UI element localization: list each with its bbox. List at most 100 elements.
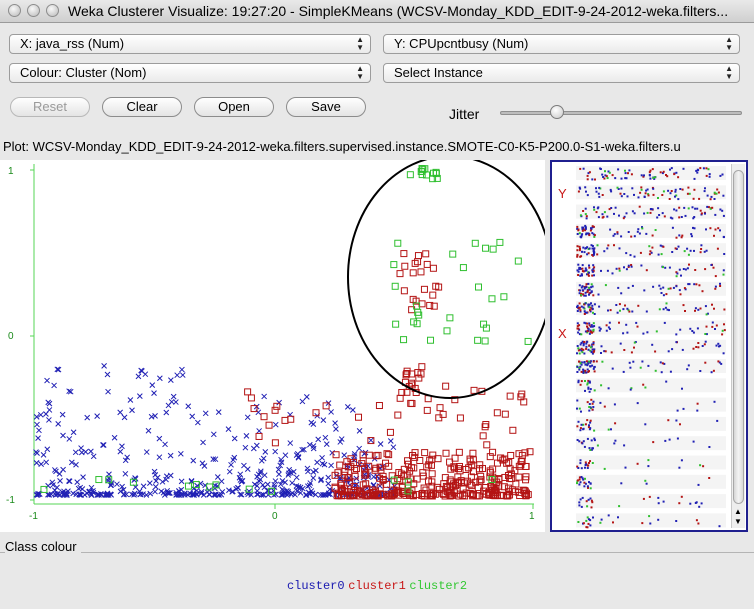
data-point-cross (44, 446, 51, 453)
minimize-window-icon[interactable] (27, 4, 40, 17)
data-point-square (247, 394, 255, 402)
attribute-bar[interactable] (576, 359, 726, 373)
colour-select[interactable]: Colour: Cluster (Nom) ▲ ▼ (9, 63, 371, 83)
zoom-window-icon[interactable] (46, 4, 59, 17)
attribute-bar-dot (644, 479, 647, 482)
attribute-bar-dot (713, 234, 715, 237)
attribute-bar[interactable] (576, 301, 726, 316)
attribute-bar-dot (589, 346, 592, 349)
attribute-bar[interactable] (576, 339, 726, 354)
data-point-cross (323, 441, 330, 447)
attribute-bar[interactable] (576, 378, 726, 393)
data-point-cross (90, 453, 97, 460)
attribute-bar-dot (669, 287, 672, 290)
attribute-bar-dot (592, 328, 595, 331)
attribute-bar-dot (591, 352, 594, 355)
x-axis-select[interactable]: X: java_rss (Num) ▲ ▼ (9, 34, 371, 54)
close-window-icon[interactable] (8, 4, 21, 17)
data-point-cross (218, 478, 225, 485)
data-point-cross (284, 488, 290, 494)
data-point-square (400, 336, 408, 344)
reset-button[interactable]: Reset (10, 97, 90, 117)
attribute-bar-dot (594, 178, 596, 181)
attribute-bar[interactable] (576, 185, 726, 200)
scroll-down-icon[interactable]: ▼ (734, 517, 742, 526)
data-point-cross (160, 489, 167, 496)
attribute-bar[interactable] (576, 436, 726, 451)
attribute-bars-panel[interactable]: Y X ▲ ▼ (550, 160, 748, 532)
data-point-square (435, 414, 443, 422)
scroll-up-icon[interactable]: ▲ (734, 507, 742, 516)
data-point-square (429, 175, 437, 183)
data-point-cross (73, 461, 79, 468)
attribute-bar[interactable] (576, 494, 726, 509)
attribute-bar-dot (704, 305, 707, 308)
attribute-bar[interactable] (576, 320, 726, 335)
attribute-bar-dot (576, 479, 579, 482)
attribute-bar[interactable] (576, 281, 726, 296)
attribute-bar-dot (627, 309, 630, 312)
data-point-cross (272, 448, 279, 455)
attribute-bar-dot (578, 284, 581, 287)
y-axis-select[interactable]: Y: CPUpcntbusy (Num) ▲ ▼ (383, 34, 740, 54)
attribute-bar-dot (578, 348, 581, 351)
attribute-bar[interactable] (576, 416, 726, 431)
data-point-cross (341, 452, 348, 458)
data-point-square (398, 389, 406, 397)
data-point-cross (122, 470, 129, 477)
data-point-cross (33, 413, 40, 420)
data-point-square (343, 473, 351, 481)
attribute-bar[interactable] (576, 223, 726, 238)
attribute-bar[interactable] (576, 513, 726, 528)
scatter-plot[interactable]: 1 0 -1 -1 0 1 (0, 155, 553, 532)
attribute-bar[interactable] (576, 474, 726, 489)
attribute-bar-dot (578, 333, 581, 336)
data-point-cross (278, 456, 284, 463)
attribute-bars[interactable] (574, 162, 734, 530)
attribute-bar-dot (652, 187, 655, 190)
attribute-bar-dot (591, 343, 594, 346)
attribute-bar-dot (582, 522, 585, 525)
data-point-square (482, 420, 490, 428)
data-point-cross (230, 457, 237, 463)
attribute-bar-dot (578, 249, 581, 252)
save-button[interactable]: Save (286, 97, 366, 117)
side-scrollbar[interactable]: ▲ ▼ (731, 164, 745, 528)
data-point-square (394, 239, 402, 247)
data-point-cross (255, 471, 262, 478)
scrollbar-thumb[interactable] (733, 170, 744, 504)
attribute-bar-dot (643, 289, 646, 292)
data-point-cross (279, 478, 286, 484)
attribute-bar-dot (595, 187, 597, 190)
data-point-square (489, 465, 497, 473)
jitter-slider-knob[interactable] (550, 105, 564, 119)
data-point-cross (276, 471, 282, 478)
attribute-bar-dot (700, 248, 703, 250)
clear-button[interactable]: Clear (102, 97, 182, 117)
attribute-bar[interactable] (576, 262, 726, 277)
attribute-bar[interactable] (576, 166, 726, 180)
scatter-plot-panel[interactable]: 1 0 -1 -1 0 1 (0, 155, 553, 532)
open-button[interactable]: Open (194, 97, 274, 117)
data-point-square (265, 421, 273, 429)
attribute-bar[interactable] (576, 397, 726, 412)
attribute-bar[interactable] (576, 243, 726, 258)
attribute-bar-dot (576, 482, 578, 485)
attribute-bar-dot (580, 467, 583, 470)
jitter-label: Jitter (449, 106, 480, 122)
attribute-bar[interactable] (576, 455, 726, 470)
attribute-bar-dot (585, 500, 588, 503)
data-point-cross (142, 371, 149, 378)
attribute-bar-dot (709, 227, 712, 230)
data-point-square (366, 489, 374, 497)
attribute-bar-dot (592, 516, 594, 519)
attribute-bar-dot (591, 178, 594, 181)
data-point-cross (299, 446, 306, 453)
select-instance-select[interactable]: Select Instance ▲ ▼ (383, 63, 740, 83)
attribute-bar-dot (579, 343, 582, 346)
attribute-bar-dot (584, 302, 587, 305)
data-point-square (411, 259, 419, 267)
jitter-slider[interactable] (500, 104, 742, 122)
attribute-bar-dot (588, 360, 591, 363)
attribute-bar-dot (682, 268, 685, 270)
